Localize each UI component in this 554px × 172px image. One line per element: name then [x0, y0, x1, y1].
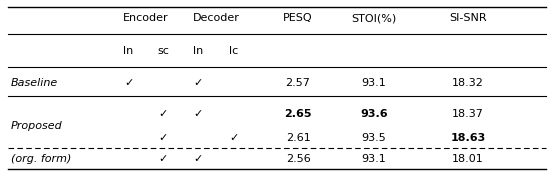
Text: ✓: ✓	[159, 133, 168, 143]
Text: 18.37: 18.37	[452, 109, 484, 119]
Text: ✓: ✓	[124, 78, 133, 88]
Text: 2.56: 2.56	[286, 154, 310, 164]
Text: sc: sc	[157, 46, 170, 56]
Text: 93.1: 93.1	[362, 154, 386, 164]
Text: ✓: ✓	[194, 109, 203, 119]
Text: 93.1: 93.1	[362, 78, 386, 88]
Text: ✓: ✓	[194, 78, 203, 88]
Text: Baseline: Baseline	[11, 78, 58, 88]
Text: Decoder: Decoder	[193, 13, 239, 23]
Text: 2.61: 2.61	[286, 133, 310, 143]
Text: 93.5: 93.5	[362, 133, 386, 143]
Text: ✓: ✓	[194, 154, 203, 164]
Text: 2.65: 2.65	[284, 109, 312, 119]
Text: 93.6: 93.6	[360, 109, 388, 119]
Text: 18.32: 18.32	[452, 78, 484, 88]
Text: ✓: ✓	[159, 109, 168, 119]
Text: Encoder: Encoder	[123, 13, 169, 23]
Text: Proposed: Proposed	[11, 121, 63, 131]
Text: 18.01: 18.01	[452, 154, 484, 164]
Text: SI-SNR: SI-SNR	[449, 13, 487, 23]
Text: (org. form): (org. form)	[11, 154, 71, 164]
Text: ✓: ✓	[159, 154, 168, 164]
Text: ✓: ✓	[229, 133, 238, 143]
Text: 18.63: 18.63	[450, 133, 486, 143]
Text: PESQ: PESQ	[283, 13, 313, 23]
Text: ln: ln	[124, 46, 134, 56]
Text: ln: ln	[193, 46, 203, 56]
Text: 2.57: 2.57	[286, 78, 310, 88]
Text: lc: lc	[229, 46, 238, 56]
Text: STOI(%): STOI(%)	[351, 13, 397, 23]
